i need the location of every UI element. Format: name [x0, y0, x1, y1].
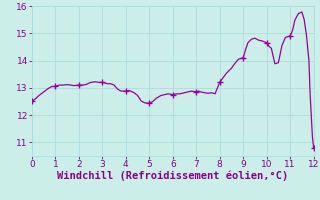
X-axis label: Windchill (Refroidissement éolien,°C): Windchill (Refroidissement éolien,°C) — [57, 171, 288, 181]
